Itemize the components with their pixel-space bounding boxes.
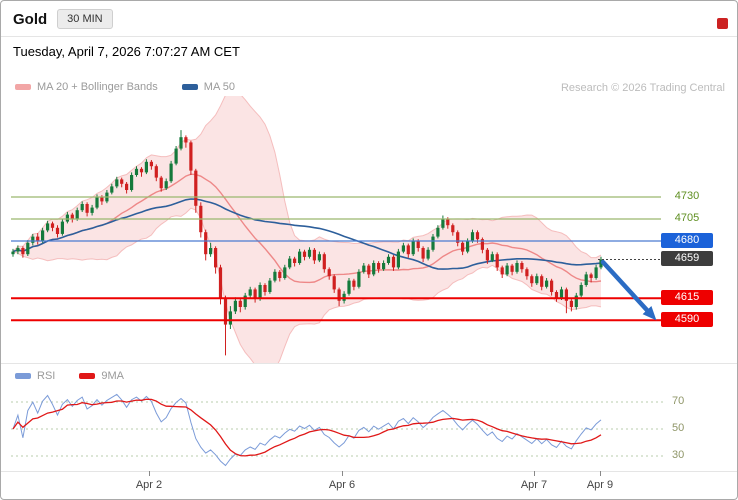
bollinger-band-fill <box>13 96 601 363</box>
x-axis-label: Apr 6 <box>328 479 356 491</box>
legend-9ma-item: 9MA <box>79 370 124 382</box>
research-credit: Research © 2026 Trading Central <box>560 82 725 94</box>
rsi-tick-label-50: 50 <box>672 422 685 434</box>
rsi-ma-line <box>12 398 602 457</box>
legend-9ma-label: 9MA <box>101 370 124 382</box>
rsi-tick-label-30: 30 <box>672 449 685 461</box>
rsi-swatch-icon <box>15 373 31 379</box>
price-level-label-4705: 4705 <box>674 212 700 224</box>
rsi-line <box>12 393 602 467</box>
ma20-bb-swatch-icon <box>15 84 31 90</box>
x-axis-tick <box>342 471 343 476</box>
ma20-line <box>12 173 602 284</box>
legend-ma20-bb-label: MA 20 + Bollinger Bands <box>37 81 158 93</box>
x-axis-label: Apr 2 <box>135 479 163 491</box>
x-axis-tick <box>534 471 535 476</box>
price-level-label-4730: 4730 <box>674 190 700 202</box>
ma50-line <box>12 198 602 270</box>
main-legend: MA 20 + Bollinger Bands MA 50 <box>15 81 235 93</box>
price-level-label-4590: 4590 <box>661 312 713 327</box>
x-axis-tick <box>149 471 150 476</box>
price-level-label-4680: 4680 <box>661 233 713 248</box>
legend-rsi-label: RSI <box>37 370 56 382</box>
price-level-label-4615: 4615 <box>661 290 713 305</box>
legend-rsi-item: RSI <box>15 370 55 382</box>
instrument-title: Gold <box>13 10 48 28</box>
chart-datetime: Tuesday, April 7, 2026 7:07:27 AM CET <box>13 44 240 59</box>
header-divider <box>1 36 737 37</box>
timeframe-badge: 30 MIN <box>57 9 113 29</box>
rsi-legend: RSI 9MA <box>15 370 124 382</box>
legend-ma20-bb: MA 20 + Bollinger Bands <box>15 81 158 93</box>
rsi-9ma-swatch-icon <box>79 373 96 379</box>
brand-icon <box>717 18 728 29</box>
price-level-label-4659: 4659 <box>661 251 713 266</box>
axis-divider <box>1 471 737 472</box>
legend-ma50-label: MA 50 <box>203 81 235 93</box>
ma50-swatch-icon <box>181 84 198 90</box>
x-axis-label: Apr 7 <box>520 479 548 491</box>
rsi-divider <box>1 363 737 364</box>
chart-header: Gold 30 MIN <box>13 9 113 29</box>
x-axis-tick <box>600 471 601 476</box>
price-chart <box>11 96 661 363</box>
legend-ma50: MA 50 <box>181 81 235 93</box>
forecast-arrow <box>600 259 657 321</box>
x-axis-label: Apr 9 <box>586 479 614 491</box>
rsi-chart <box>11 393 663 467</box>
candlestick-series <box>11 130 603 356</box>
rsi-tick-label-70: 70 <box>672 395 685 407</box>
